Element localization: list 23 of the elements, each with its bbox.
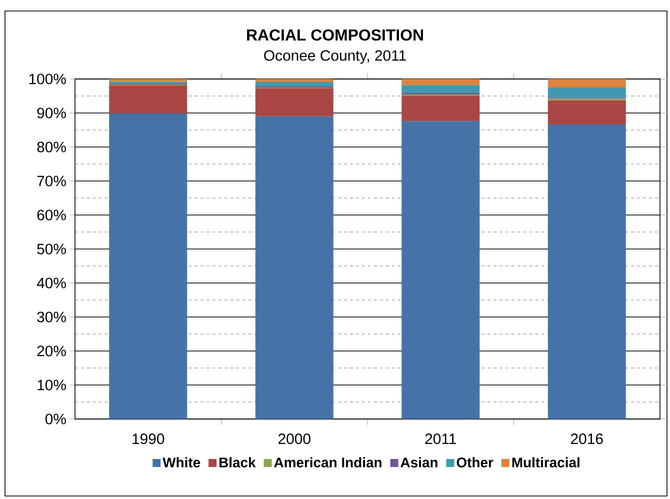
- legend-label: Multiracial: [512, 457, 580, 468]
- y-tick-label: 50%: [37, 244, 66, 254]
- y-tick-label: 20%: [37, 346, 66, 356]
- legend-label: Other: [456, 457, 494, 468]
- legend-label: White: [162, 457, 200, 468]
- legend-label: American Indian: [274, 457, 382, 468]
- chart-subtitle: Oconee County, 2011: [264, 50, 406, 64]
- y-tick-label: 30%: [37, 312, 66, 322]
- y-tick-label: 40%: [36, 278, 66, 288]
- x-tick-label: 2000: [278, 434, 310, 444]
- x-tick-label: 1990: [132, 434, 164, 444]
- y-tick-label: 80%: [37, 142, 66, 152]
- y-tick-label: 100%: [29, 74, 66, 84]
- legend-label: Black: [219, 457, 256, 468]
- y-tick-label: 10%: [38, 380, 66, 390]
- x-tick-label: 2016: [571, 434, 603, 444]
- chart-title: RACIAL COMPOSITION: [247, 29, 423, 41]
- x-tick-label: 2011: [425, 434, 456, 444]
- legend-label: Asian: [400, 457, 438, 468]
- y-tick-label: 70%: [37, 176, 66, 186]
- y-tick-label: 0%: [45, 414, 66, 424]
- y-tick-label: 90%: [37, 108, 66, 118]
- y-tick-label: 60%: [37, 210, 66, 220]
